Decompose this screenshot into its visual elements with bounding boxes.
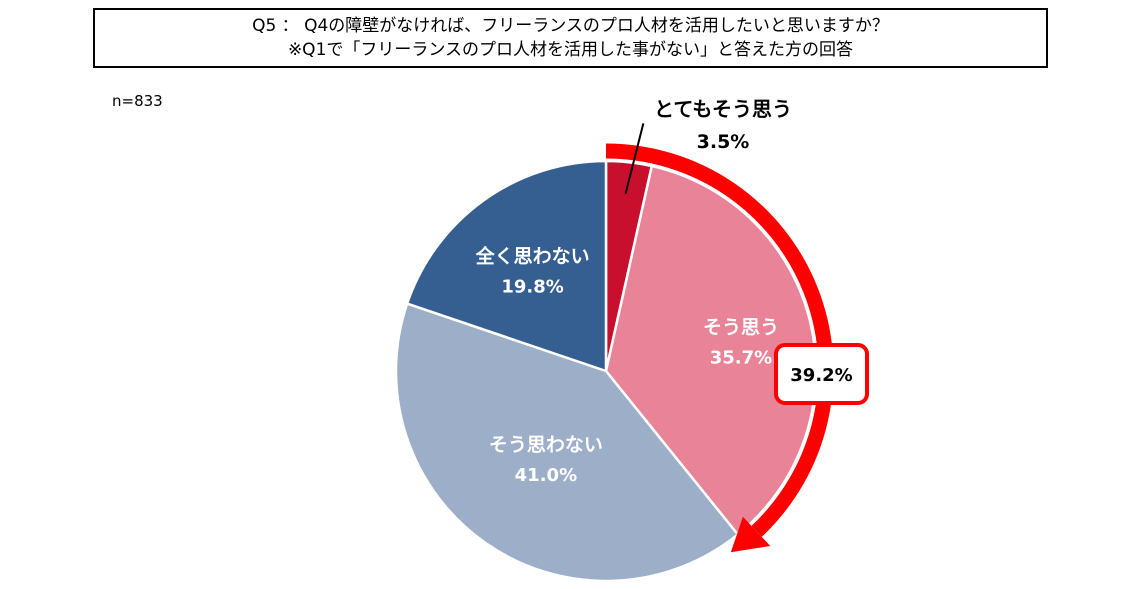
chart-subtitle: ※Q1で「フリーランスのプロ人材を活用した事がない」と答えた方の回答 [287,40,854,60]
slice-mattaku-omowanai [405,159,608,373]
slice-value-label: 35.7% [710,347,772,368]
leader-line [624,123,645,194]
annotation-arrowhead [730,516,771,553]
annotation-arc [605,143,834,537]
sample-size: n=833 [112,92,163,110]
slice-value-label: 3.5% [697,131,750,153]
slice-sou-omou [604,164,818,537]
chart-title-box: Q5 ： Q4の障壁がなければ、フリーランスのプロ人材を活用したいと思いますか？… [93,8,1048,68]
slice-sou-omowanai [394,302,740,583]
slice-label: そう思う [703,316,779,338]
slice-label: 全く思わない [475,245,590,268]
annotation-box [774,343,869,405]
annotation-value: 39.2% [790,365,852,386]
slice-value-label: 41.0% [515,465,577,486]
slice-label: とてもそう思う [654,97,792,121]
slice-value-label: 19.8% [501,277,563,298]
chart-title: Q5 ： Q4の障壁がなければ、フリーランスのプロ人材を活用したいと思いますか？ [252,16,889,36]
slice-label: そう思わない [489,434,603,456]
